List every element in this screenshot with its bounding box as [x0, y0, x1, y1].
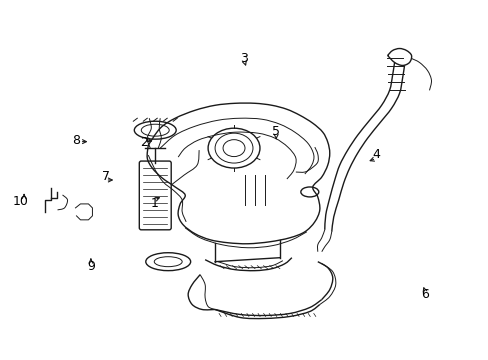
Text: 4: 4: [371, 148, 379, 161]
Text: 10: 10: [12, 195, 28, 208]
Text: 2: 2: [141, 136, 148, 149]
Text: 6: 6: [420, 288, 428, 301]
Text: 8: 8: [72, 134, 80, 147]
Text: 1: 1: [150, 197, 158, 210]
Text: 5: 5: [272, 125, 280, 138]
Text: 7: 7: [102, 170, 109, 183]
Text: 3: 3: [240, 51, 248, 64]
Text: 9: 9: [87, 260, 95, 273]
